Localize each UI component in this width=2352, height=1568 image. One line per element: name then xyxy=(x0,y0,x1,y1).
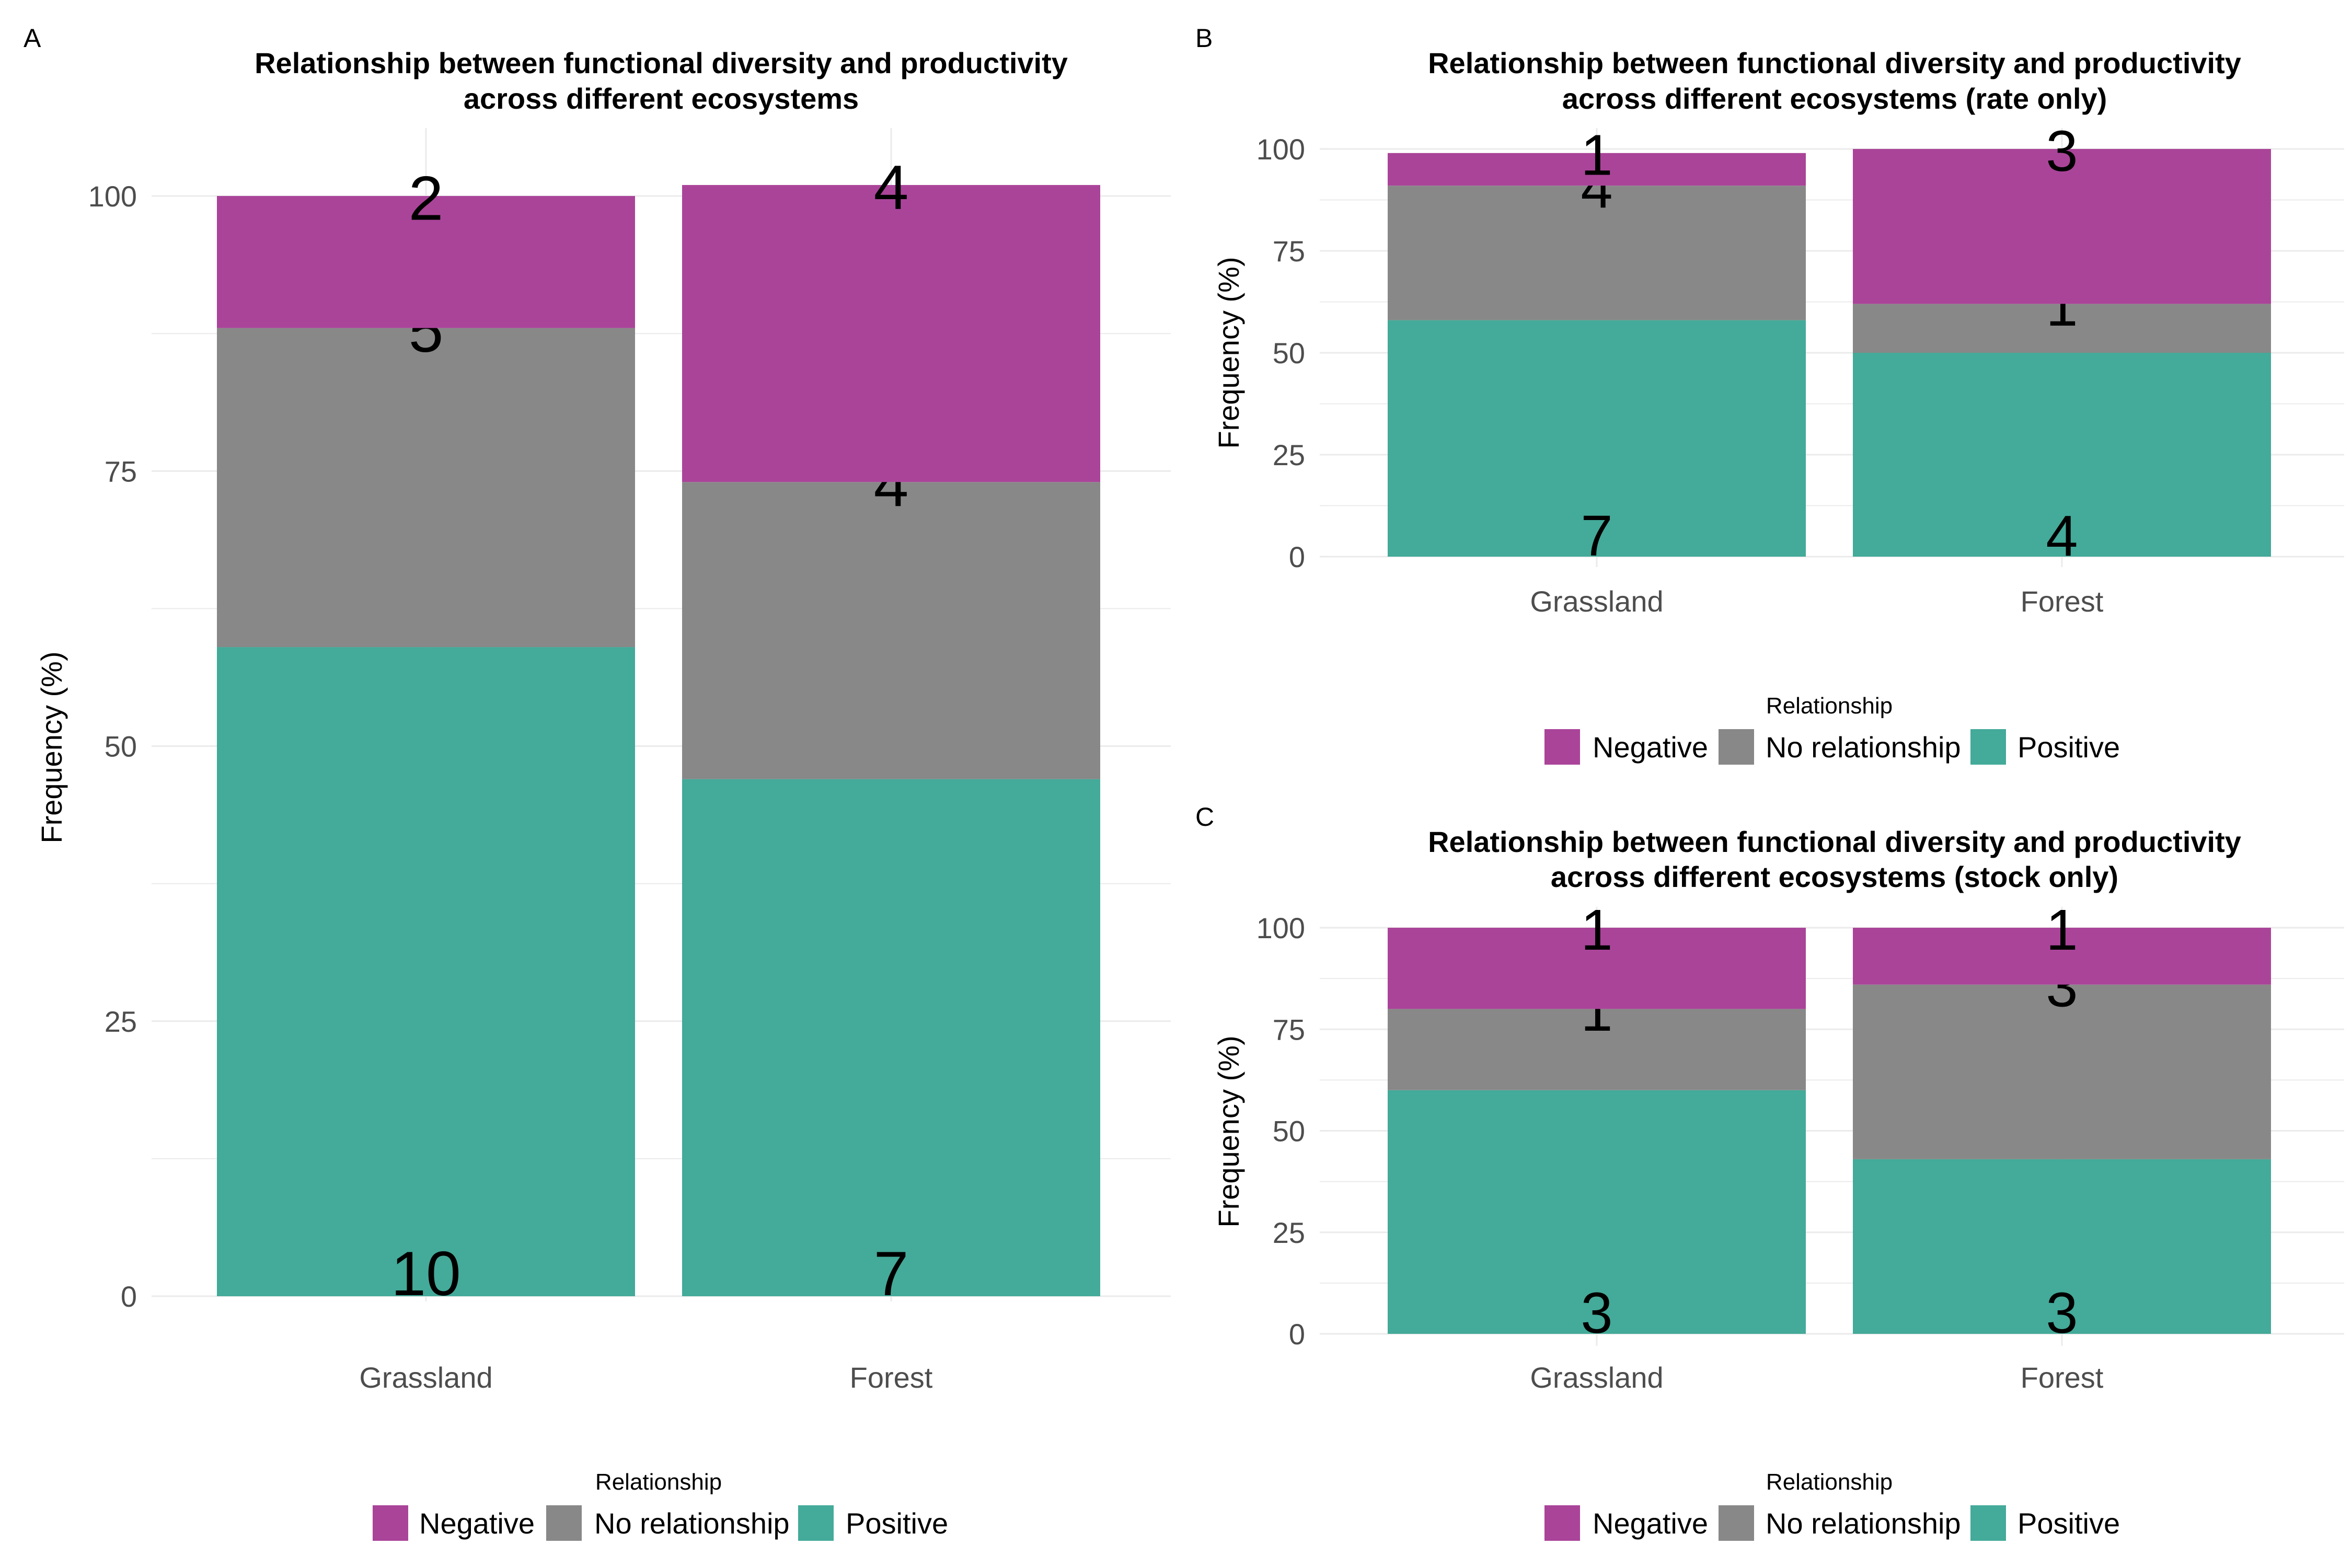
bar-count-label: 7 xyxy=(874,1239,909,1309)
y-tick-label: 50 xyxy=(105,730,137,763)
legend-label: Negative xyxy=(419,1507,535,1540)
legend-swatch-negative xyxy=(373,1505,408,1541)
bar-segment-no-relationship xyxy=(1853,984,2271,1159)
y-tick-label: 100 xyxy=(1256,133,1305,166)
legend-swatch-no-relationship xyxy=(546,1505,582,1541)
bar-segment-negative xyxy=(1388,928,1806,1009)
bar-segment-no-relationship xyxy=(682,482,1100,779)
y-tick-label: 50 xyxy=(1273,337,1305,370)
bar-count-label: 1 xyxy=(1581,123,1612,188)
y-tick-label: 75 xyxy=(105,455,137,488)
legend: Relationship Negative No relationship Posit… xyxy=(1544,693,2120,765)
legend-title: Relationship xyxy=(1766,693,1893,719)
bar-segment-negative xyxy=(1853,928,2271,985)
bar-segment-negative xyxy=(1853,149,2271,304)
panel-c: C Relationship between functional diversi… xyxy=(1195,802,2344,1541)
legend-label: No relationship xyxy=(594,1507,790,1540)
y-tick-label: 75 xyxy=(1273,235,1305,268)
legend: Relationship Negative No relationship Posit… xyxy=(1544,1469,2120,1541)
y-axis-title: Frequency (%) xyxy=(35,651,68,843)
chart-title-line: across different ecosystems (stock only) xyxy=(1551,860,2118,893)
bar-segment-no-relationship xyxy=(217,328,635,648)
panel-a: A Relationship between functional diversi… xyxy=(24,24,1171,1541)
legend-label: Negative xyxy=(1593,1507,1708,1540)
x-tick-label: Grassland xyxy=(1530,1361,1663,1394)
legend-title: Relationship xyxy=(1766,1469,1893,1495)
bar-segment-no-relationship xyxy=(1388,186,1806,320)
bar-count-label: 3 xyxy=(2046,1281,2078,1345)
bar-segment-positive xyxy=(1388,320,1806,557)
chart-title-line: Relationship between functional diversit… xyxy=(1428,47,2241,79)
y-tick-label: 50 xyxy=(1273,1115,1305,1148)
chart-title-line: Relationship between functional diversit… xyxy=(1428,825,2241,858)
bar-count-label: 4 xyxy=(2046,504,2078,568)
legend-swatch-negative xyxy=(1544,729,1580,765)
bar-segment-no-relationship xyxy=(1388,1009,1806,1090)
bar-segment-negative xyxy=(682,185,1100,482)
bar-count-label: 3 xyxy=(1581,1281,1612,1345)
y-tick-label: 75 xyxy=(1273,1013,1305,1046)
x-tick-label: Forest xyxy=(2021,585,2104,618)
bar-count-label: 2 xyxy=(409,164,444,234)
y-tick-label: 0 xyxy=(1289,1318,1305,1351)
bar-count-label: 1 xyxy=(1581,898,1612,962)
legend-label: Positive xyxy=(846,1507,948,1540)
bar-count-label: 7 xyxy=(1581,504,1612,568)
y-axis-title: Frequency (%) xyxy=(1212,257,1245,448)
bar-count-label: 4 xyxy=(874,153,909,223)
legend-label: Positive xyxy=(2017,1507,2120,1540)
bar-segment-positive xyxy=(217,647,635,1296)
legend-swatch-positive xyxy=(798,1505,834,1541)
y-tick-label: 0 xyxy=(121,1280,137,1313)
x-tick-label: Forest xyxy=(2021,1361,2104,1394)
legend-label: Negative xyxy=(1593,731,1708,764)
x-tick-label: Forest xyxy=(850,1361,933,1394)
legend-title: Relationship xyxy=(595,1469,722,1495)
y-tick-label: 0 xyxy=(1289,540,1305,573)
y-tick-label: 100 xyxy=(1256,912,1305,944)
y-tick-label: 25 xyxy=(1273,1216,1305,1249)
legend-label: No relationship xyxy=(1766,731,1961,764)
bar-segment-negative xyxy=(1388,153,1806,186)
y-tick-label: 25 xyxy=(1273,439,1305,471)
chart-title-line: across different ecosystems xyxy=(464,82,859,115)
x-tick-label: Grassland xyxy=(1530,585,1663,618)
bar-count-label: 3 xyxy=(2046,119,2078,183)
x-tick-label: Grassland xyxy=(359,1361,492,1394)
y-tick-label: 100 xyxy=(88,180,137,213)
y-tick-label: 25 xyxy=(105,1005,137,1038)
legend-swatch-positive xyxy=(1970,729,2006,765)
chart-title-line: Relationship between functional diversit… xyxy=(255,47,1068,79)
legend-label: Positive xyxy=(2017,731,2120,764)
bar-count-label: 1 xyxy=(2046,898,2078,962)
panel-letter: C xyxy=(1195,802,1214,832)
legend-swatch-negative xyxy=(1544,1505,1580,1541)
y-axis-title: Frequency (%) xyxy=(1212,1035,1245,1227)
legend-swatch-no-relationship xyxy=(1719,1505,1754,1541)
chart-title-line: across different ecosystems (rate only) xyxy=(1562,82,2107,115)
bar-count-label: 10 xyxy=(391,1239,460,1309)
legend-swatch-positive xyxy=(1970,1505,2006,1541)
legend-swatch-no-relationship xyxy=(1719,729,1754,765)
bar-segment-no-relationship xyxy=(1853,304,2271,353)
bar-segment-positive xyxy=(1388,1090,1806,1334)
legend: Relationship Negative No relationship Posit… xyxy=(373,1469,948,1541)
legend-label: No relationship xyxy=(1766,1507,1961,1540)
panel-letter: B xyxy=(1195,24,1213,53)
bar-segment-positive xyxy=(1853,353,2271,557)
panel-b: B Relationship between functional diversi… xyxy=(1195,24,2344,765)
bar-segment-positive xyxy=(682,779,1100,1296)
bar-segment-negative xyxy=(217,196,635,328)
panel-letter: A xyxy=(24,24,41,53)
bar-segment-positive xyxy=(1853,1159,2271,1334)
